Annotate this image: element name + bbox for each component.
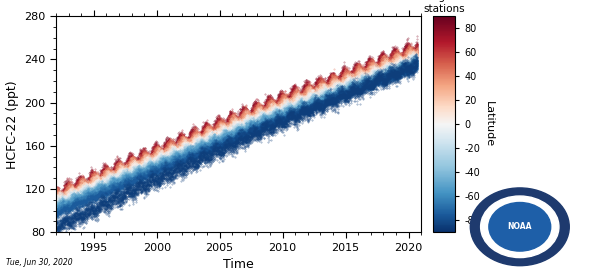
Y-axis label: Latitude: Latitude <box>484 101 494 147</box>
Text: Tue, Jun 30, 2020: Tue, Jun 30, 2020 <box>6 258 72 267</box>
Circle shape <box>489 202 551 251</box>
X-axis label: Time: Time <box>223 258 254 270</box>
Circle shape <box>470 188 569 266</box>
Title: Background
stations: Background stations <box>413 0 475 14</box>
Circle shape <box>481 196 559 258</box>
Y-axis label: HCFC-22 (ppt): HCFC-22 (ppt) <box>6 80 19 168</box>
Text: NOAA: NOAA <box>508 222 532 231</box>
